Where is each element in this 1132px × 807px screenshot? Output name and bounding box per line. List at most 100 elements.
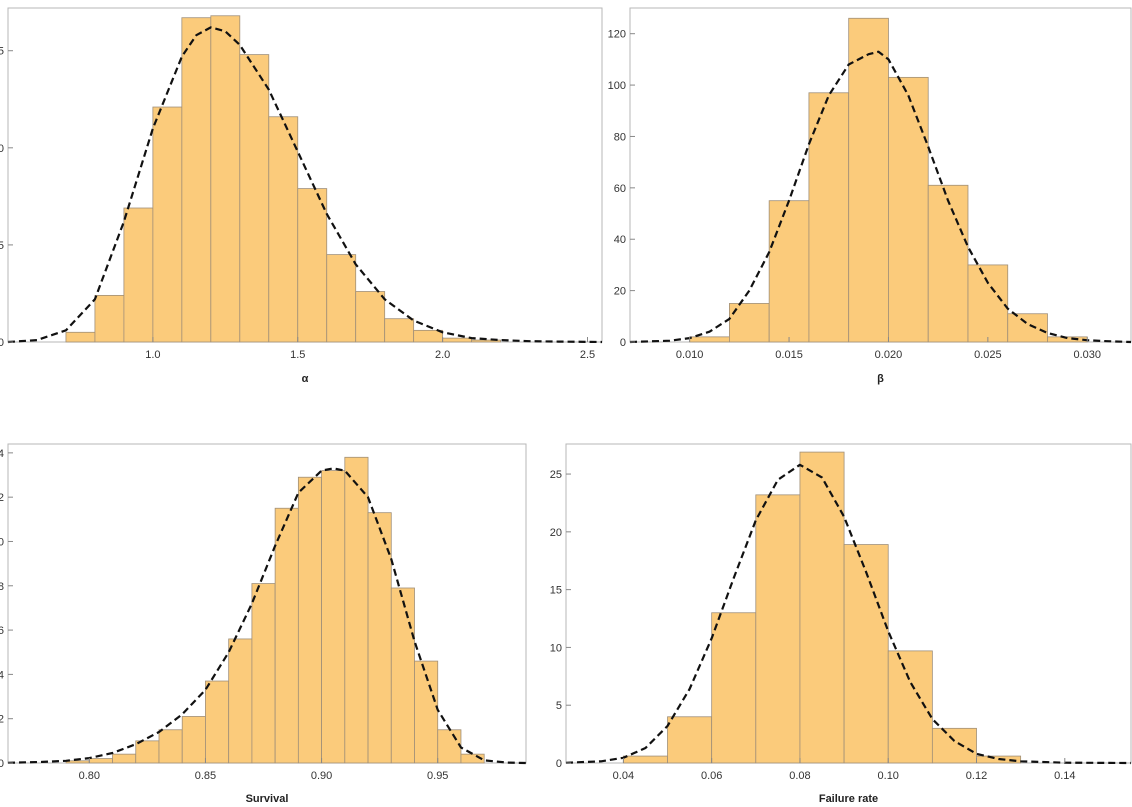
histogram-bar [228,638,253,764]
x-tick-label: 0.08 [789,770,810,782]
y-tick-label: 0 [620,337,626,349]
y-tick-label: 4 [0,669,4,681]
chart-panel-4: 0.04 0.06 0.08 0.10 0.12 0.14 0 5 10 15 20 25 Failur… [550,443,1132,805]
histogram-bar [135,740,160,764]
y-tick-label: 0 [556,758,562,770]
density-curve [565,463,1132,765]
x-axis-label: α [302,373,309,385]
histogram-bar [888,76,929,343]
histogram-bars [622,451,1022,764]
density-curve [7,467,527,765]
y-tick-label: 25 [550,469,562,481]
chart-panel-2: 0.010 0.015 0.020 0.025 0.030 0 20 40 60 80 100 120… [608,7,1132,385]
y-tick-label: 60 [614,183,626,195]
histogram-bar [355,291,386,343]
histogram-bar [667,716,713,764]
x-tick-label: 0.90 [311,770,332,782]
histogram-bar [931,727,977,764]
x-tick-label: 0.95 [427,770,448,782]
histogram-bar [268,116,299,343]
y-tick-label: 14 [0,448,4,460]
histogram-bar [413,329,444,343]
x-tick-label: 0.025 [974,349,1002,361]
histogram-bar [689,336,730,343]
x-tick-label: 0.80 [79,770,100,782]
density-curve [7,26,603,344]
y-tick-label: 80 [614,131,626,143]
histogram-bar [94,294,125,343]
x-tick-label: 1.0 [145,349,160,361]
y-tick-label: 1.5 [0,46,4,58]
y-tick-label: 0.5 [0,240,4,252]
y-tick-label: 100 [608,80,626,92]
histogram-bar [181,716,206,764]
chart-panel-3: 0.80 0.85 0.90 0.95 0 2 4 6 8 10 12 14 Survival [0,443,527,805]
x-tick-label: 0.14 [1054,770,1075,782]
histogram-bar [88,758,113,764]
y-tick-label: 6 [0,625,4,637]
x-tick-label: 0.010 [676,349,704,361]
y-tick-label: 10 [550,642,562,654]
x-tick-label: 0.030 [1073,349,1101,361]
x-tick-label: 2.0 [435,349,450,361]
histogram-bar [210,15,241,343]
histogram-bar [181,17,212,343]
histogram-bar [251,583,276,764]
x-axis-label: Survival [246,793,289,805]
histogram-bar [297,188,328,343]
chart-panel-1: 1.0 1.5 2.0 2.5 0.0 0.5 1.0 1.5 α [0,7,603,385]
histogram-bar [442,337,473,343]
y-tick-label: 40 [614,234,626,246]
histogram-bar [123,207,154,343]
histogram-bar [843,544,889,764]
histogram-bar [274,507,299,764]
y-tick-label: 20 [550,527,562,539]
histogram-bar [297,476,322,764]
y-tick-label: 8 [0,581,4,593]
y-tick-label: 10 [0,536,4,548]
x-tick-label: 0.04 [613,770,634,782]
y-tick-label: 12 [0,492,4,504]
histogram-bar [1007,313,1048,343]
x-tick-label: 0.06 [701,770,722,782]
y-tick-label: 0 [0,758,4,770]
histogram-bar [239,54,270,343]
y-tick-label: 15 [550,585,562,597]
histogram-bar [112,753,137,764]
histogram-bar [460,753,485,764]
y-tick-label: 1.0 [0,143,4,155]
histogram-bar [808,92,850,343]
histogram-bar [755,494,801,764]
x-tick-label: 0.85 [195,770,216,782]
y-tick-label: 5 [556,700,562,712]
histogram-bar [390,587,415,764]
histogram-bar [205,680,230,764]
y-tick-label: 20 [614,286,626,298]
x-tick-label: 0.12 [966,770,987,782]
histogram-bar [711,612,757,764]
histogram-bars [65,456,485,764]
histogram-bar [344,456,369,764]
x-tick-label: 0.10 [878,770,899,782]
x-axis-label: Failure rate [819,793,878,805]
x-tick-label: 0.015 [775,349,803,361]
histogram-bar [384,318,415,343]
y-tick-label: 120 [608,29,626,41]
histogram-bar [158,729,183,764]
histogram-bar [799,451,845,764]
y-tick-label: 0.0 [0,337,4,349]
histogram-bar [152,106,183,343]
histogram-bars [65,15,501,343]
histogram-bar [437,729,462,764]
x-tick-label: 2.5 [580,349,595,361]
histogram-bar [622,755,668,764]
x-axis-label: β [877,373,884,385]
x-tick-label: 1.5 [290,349,305,361]
histogram-bar [768,200,810,343]
histogram-bar [967,264,1009,343]
x-tick-label: 0.020 [875,349,903,361]
density-curve [629,50,1132,344]
histogram-bar [65,331,96,343]
y-tick-label: 2 [0,714,4,726]
